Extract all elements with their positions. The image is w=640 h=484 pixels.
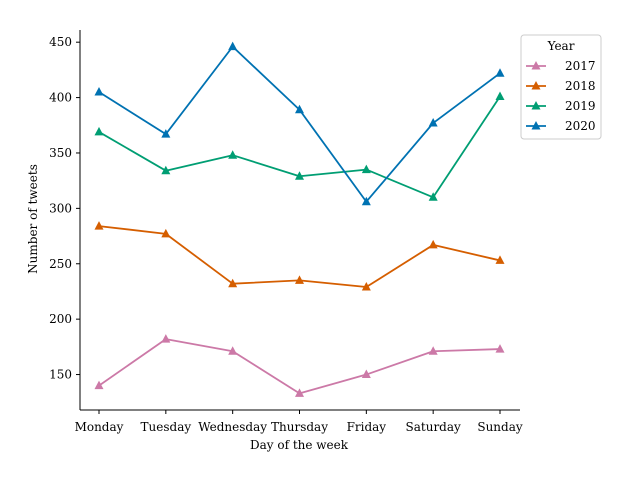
legend-title: Year	[547, 39, 575, 53]
data-point	[161, 334, 171, 343]
axes: 150 200 250 300 350 400 450 Monday Tuesday Wednes…	[49, 30, 523, 434]
data-point	[428, 346, 438, 355]
series-2018	[94, 221, 505, 291]
legend-marker	[531, 101, 541, 110]
data-point	[495, 255, 505, 264]
legend-label: 2020	[565, 119, 596, 133]
y-tick-label: 150	[49, 368, 72, 382]
y-tick-label: 200	[49, 312, 72, 326]
data-point	[361, 282, 371, 291]
legend-marker	[531, 61, 541, 70]
legend-label: 2017	[565, 59, 596, 73]
data-point	[94, 87, 104, 96]
data-point	[161, 228, 171, 238]
data-point	[161, 129, 171, 138]
data-point	[495, 68, 505, 77]
y-tick-label: 300	[49, 201, 72, 215]
x-tick-label: Sunday	[477, 420, 523, 434]
data-point	[428, 118, 438, 127]
data-point	[361, 164, 371, 174]
data-point	[94, 126, 104, 136]
data-point	[495, 344, 505, 353]
legend-frame	[520, 34, 602, 140]
series-2020	[94, 41, 505, 206]
legend-label: 2019	[565, 99, 596, 113]
x-tick-label: Wednesday	[198, 420, 267, 434]
data-point	[94, 221, 104, 230]
series-group	[94, 41, 505, 397]
data-point	[295, 171, 304, 180]
data-point	[228, 41, 238, 51]
series-line	[98, 338, 501, 395]
data-point	[428, 192, 438, 201]
y-tick-label: 250	[49, 257, 72, 271]
legend-marker	[531, 121, 541, 130]
x-tick-label: Tuesday	[141, 420, 192, 434]
legend-item-2018: 2018	[526, 79, 596, 93]
x-tick-label: Friday	[347, 420, 387, 434]
y-tick-label: 350	[49, 146, 72, 160]
data-point	[228, 346, 238, 355]
x-tick-label: Saturday	[406, 420, 461, 434]
legend-marker	[531, 81, 541, 90]
data-point	[228, 278, 238, 288]
legend-item-2020: 2020	[526, 119, 596, 133]
y-axis-label: Number of tweets	[26, 164, 40, 274]
legend-label: 2018	[565, 79, 596, 93]
legend-item-2019: 2019	[526, 99, 596, 113]
legend-item-2017: 2017	[526, 59, 596, 73]
data-point	[428, 239, 438, 249]
x-tick-label: Monday	[75, 420, 124, 434]
data-point	[361, 196, 371, 206]
y-tick-label: 450	[49, 35, 72, 49]
data-point	[295, 388, 304, 397]
data-point	[295, 275, 304, 284]
legend: Year 2017 2018 2019 2020	[520, 34, 602, 140]
series-2019	[94, 91, 505, 201]
data-point	[361, 369, 371, 379]
data-point	[495, 91, 505, 100]
series-2017	[94, 334, 505, 397]
x-axis-label: Day of the week	[250, 438, 349, 452]
data-point	[94, 380, 104, 390]
x-tick-label: Thursday	[271, 420, 328, 434]
y-tick-label: 400	[49, 91, 72, 105]
data-point	[295, 104, 304, 114]
data-point	[228, 150, 238, 159]
data-point	[161, 165, 171, 175]
